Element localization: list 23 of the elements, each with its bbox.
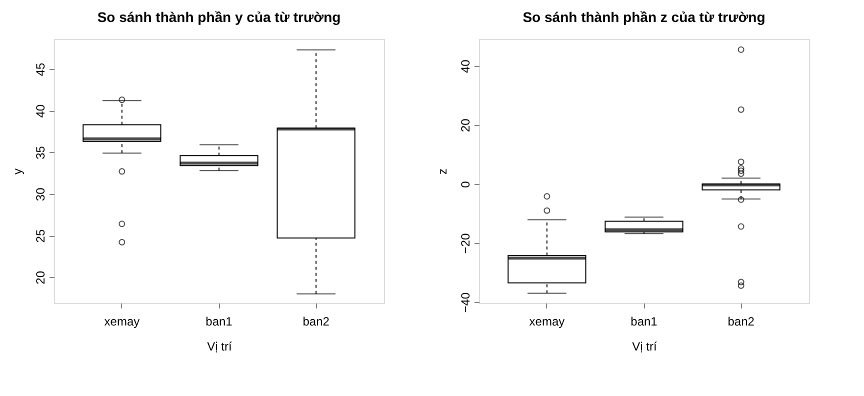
x-axis-title: Vị trí (632, 340, 658, 354)
x-axis-title: Vị trí (207, 340, 232, 354)
y-tick-label: 35 (34, 146, 48, 160)
x-tick-label: ban1 (630, 314, 658, 328)
x-tick-label: ban2 (302, 314, 330, 328)
y-tick-label: 40 (34, 104, 48, 118)
x-tick-label: xemay (529, 314, 565, 328)
chart-title: So sánh thành phần y của từ trường (97, 9, 341, 25)
y-tick-label: 0 (458, 180, 472, 188)
y-axis-title: z (436, 168, 450, 174)
y-axis-title: y (10, 168, 24, 174)
x-tick-label: xemay (104, 314, 140, 328)
y-tick-label: 30 (34, 187, 48, 202)
x-tick-label: ban2 (728, 314, 755, 328)
y-tick-label: 20 (458, 118, 472, 132)
y-tick-label: −20 (458, 233, 472, 254)
y-tick-label: 40 (458, 59, 472, 74)
y-tick-label: −40 (458, 292, 472, 313)
y-tick-label: 20 (34, 270, 48, 284)
x-tick-label: ban1 (206, 314, 233, 328)
y-tick-label: 45 (34, 62, 48, 76)
y-tick-label: 25 (34, 229, 48, 243)
chart-title: So sánh thành phần z của từ trường (522, 9, 766, 25)
